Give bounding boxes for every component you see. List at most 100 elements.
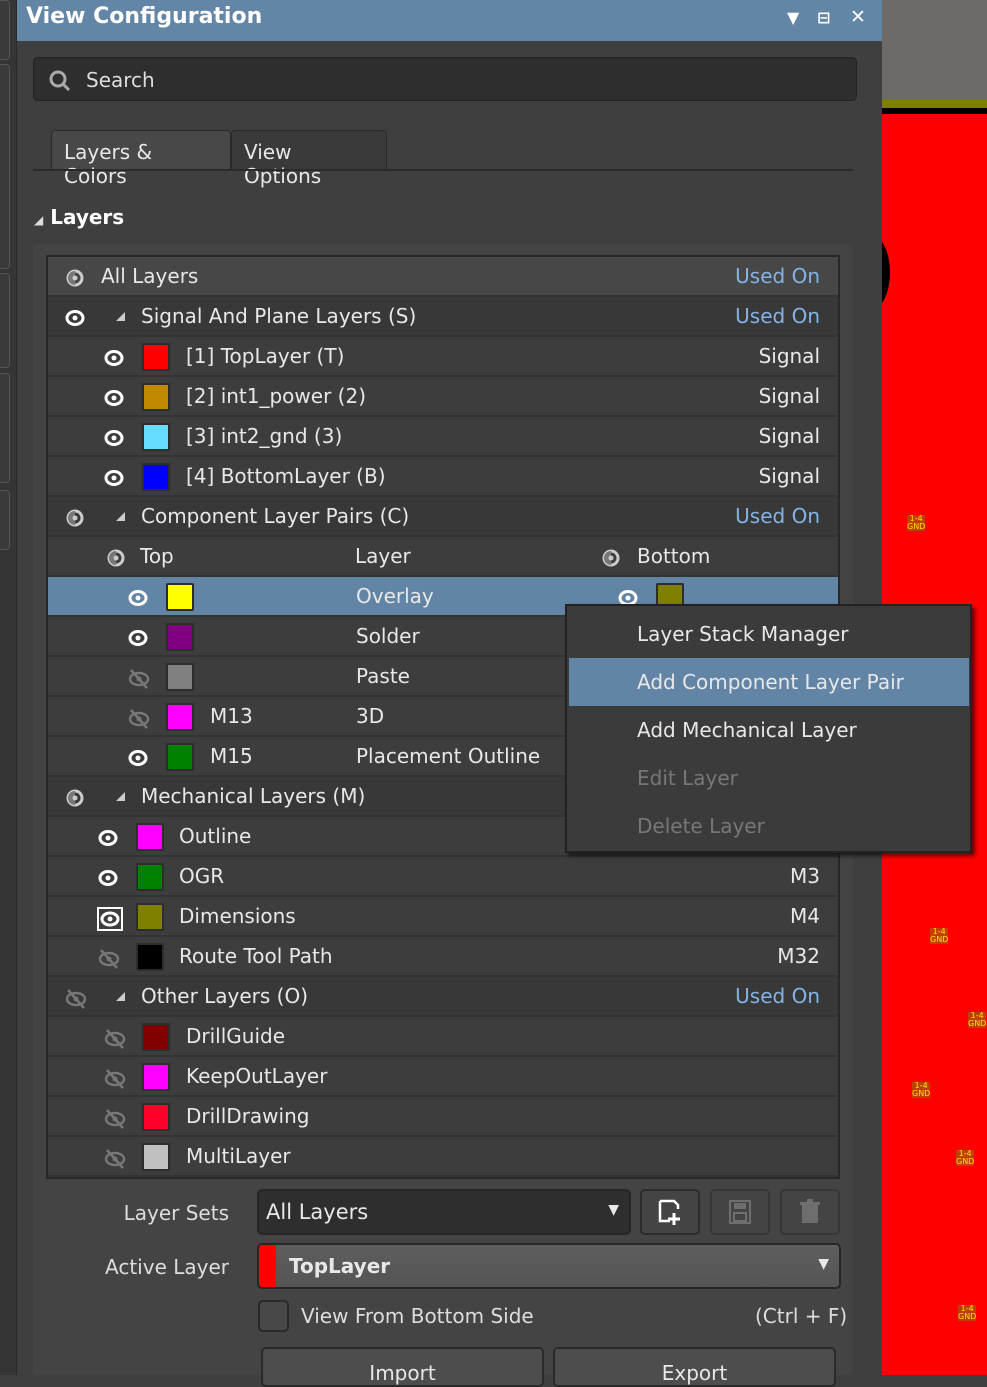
layer-group-row[interactable]: Signal And Plane Layers (S) Used On [48, 297, 838, 337]
dock-tab[interactable] [0, 0, 10, 60]
color-swatch[interactable] [142, 383, 170, 411]
eye-icon[interactable] [97, 947, 120, 969]
eye-icon[interactable] [97, 827, 118, 847]
layer-row[interactable]: KeepOutLayer [48, 1057, 838, 1097]
pad-label-net: GND [968, 1019, 987, 1028]
layer-row[interactable]: DrillGuide [48, 1017, 838, 1057]
eye-icon[interactable] [64, 307, 85, 327]
eye-icon[interactable] [127, 707, 150, 729]
eye-icon[interactable] [103, 427, 124, 447]
layer-group-row[interactable]: Other Layers (O) Used On [48, 977, 838, 1017]
expand-triangle-icon[interactable] [116, 992, 125, 1001]
layer-group-row[interactable]: Component Layer Pairs (C) Used On [48, 497, 838, 537]
panel-title-bar: View Configuration ▼ ⊟ ✕ [17, 0, 882, 41]
eye-icon[interactable] [127, 667, 150, 689]
close-icon[interactable]: ✕ [850, 6, 866, 28]
used-on-link: Used On [735, 504, 820, 528]
color-swatch[interactable] [136, 943, 164, 971]
search-input[interactable]: Search [33, 57, 857, 101]
pad-label: 1-4 GND [956, 1150, 975, 1166]
color-swatch[interactable] [142, 1143, 170, 1171]
layer-row[interactable]: Overlay [48, 577, 838, 617]
eye-icon[interactable] [103, 1067, 126, 1089]
layer-row[interactable]: [1] TopLayer (T) Signal [48, 337, 838, 377]
view-bottom-checkbox[interactable] [258, 1300, 289, 1332]
eye-icon[interactable] [103, 347, 124, 367]
tab-view-options[interactable]: View Options [231, 130, 387, 188]
pad-label-number: 1-4 [914, 1081, 928, 1090]
color-swatch[interactable] [142, 423, 170, 451]
new-layer-set-button[interactable] [640, 1189, 700, 1235]
dock-tab[interactable] [0, 490, 10, 550]
layer-row[interactable]: Route Tool Path M32 [48, 937, 838, 977]
pad-label-number: 1-4 [932, 927, 946, 936]
layer-row[interactable]: OGR M3 [48, 857, 838, 897]
color-swatch[interactable] [142, 1063, 170, 1091]
color-swatch[interactable] [136, 903, 164, 931]
color-swatch[interactable] [142, 1103, 170, 1131]
eye-icon[interactable] [103, 387, 124, 407]
expand-triangle-icon[interactable] [116, 312, 125, 321]
eye-icon[interactable] [97, 867, 118, 887]
layer-type: Signal [758, 464, 820, 488]
menu-item[interactable]: Add Component Layer Pair [569, 658, 969, 706]
dock-tab[interactable] [0, 64, 10, 269]
eye-icon[interactable] [64, 507, 84, 527]
layer-row[interactable]: MultiLayer [48, 1137, 838, 1177]
layers-section-header[interactable]: ◢ Layers [34, 205, 124, 229]
top-color-swatch[interactable] [166, 583, 194, 611]
layer-row[interactable]: [3] int2_gnd (3) Signal [48, 417, 838, 457]
layer-type: M4 [790, 904, 820, 928]
save-layer-set-button[interactable] [710, 1189, 770, 1235]
pin-icon[interactable]: ⊟ [817, 8, 831, 27]
color-swatch[interactable] [142, 463, 170, 491]
dock-tab[interactable] [0, 373, 10, 483]
color-swatch[interactable] [136, 823, 164, 851]
eye-icon[interactable] [103, 1107, 126, 1129]
eye-icon[interactable] [64, 267, 84, 287]
top-color-swatch[interactable] [166, 703, 194, 731]
expand-triangle-icon[interactable] [116, 512, 125, 521]
expand-triangle-icon[interactable] [116, 792, 125, 801]
save-icon [729, 1200, 751, 1224]
pad-label: 1-4 GND [912, 1081, 931, 1098]
eye-icon[interactable] [103, 1147, 126, 1169]
dropdown-menu-icon[interactable]: ▼ [787, 8, 800, 27]
board-outline [882, 108, 987, 114]
active-layer-dropdown[interactable]: TopLayer ▼ [257, 1243, 841, 1289]
color-swatch[interactable] [142, 343, 170, 371]
layer-row[interactable]: [2] int1_power (2) Signal [48, 377, 838, 417]
eye-icon[interactable] [127, 747, 148, 767]
delete-layer-set-button[interactable] [780, 1189, 840, 1235]
column-layer: Layer [355, 544, 411, 568]
eye-icon[interactable] [600, 547, 620, 567]
eye-icon[interactable] [105, 547, 125, 567]
color-swatch[interactable] [142, 1023, 170, 1051]
eye-icon[interactable] [103, 467, 124, 487]
eye-icon[interactable] [97, 907, 123, 931]
eye-icon[interactable] [103, 1027, 126, 1049]
tab-layers-colors[interactable]: Layers & Colors [51, 130, 231, 188]
eye-icon[interactable] [127, 627, 148, 647]
eye-icon[interactable] [64, 987, 87, 1009]
column-top: Top [140, 544, 174, 568]
top-color-swatch[interactable] [166, 743, 194, 771]
export-button[interactable]: Export [553, 1347, 836, 1387]
eye-icon[interactable] [64, 787, 84, 807]
layer-row[interactable]: Dimensions M4 [48, 897, 838, 937]
top-color-swatch[interactable] [166, 663, 194, 691]
active-layer-label: Active Layer [105, 1255, 229, 1279]
menu-item[interactable]: Layer Stack Manager [637, 622, 849, 646]
all-layers-row[interactable]: All Layers Used On [48, 257, 838, 297]
layer-row[interactable]: DrillDrawing [48, 1097, 838, 1137]
layer-row[interactable]: [4] BottomLayer (B) Signal [48, 457, 838, 497]
color-swatch[interactable] [136, 863, 164, 891]
eye-icon[interactable] [127, 587, 148, 607]
canvas-background [882, 0, 987, 100]
pad-label: 1-4 GND [968, 1012, 987, 1028]
top-color-swatch[interactable] [166, 623, 194, 651]
layer-sets-dropdown[interactable]: All Layers ▼ [257, 1189, 631, 1235]
dock-tab[interactable] [0, 273, 10, 368]
import-button[interactable]: Import [261, 1347, 544, 1387]
menu-item[interactable]: Add Mechanical Layer [637, 718, 857, 742]
